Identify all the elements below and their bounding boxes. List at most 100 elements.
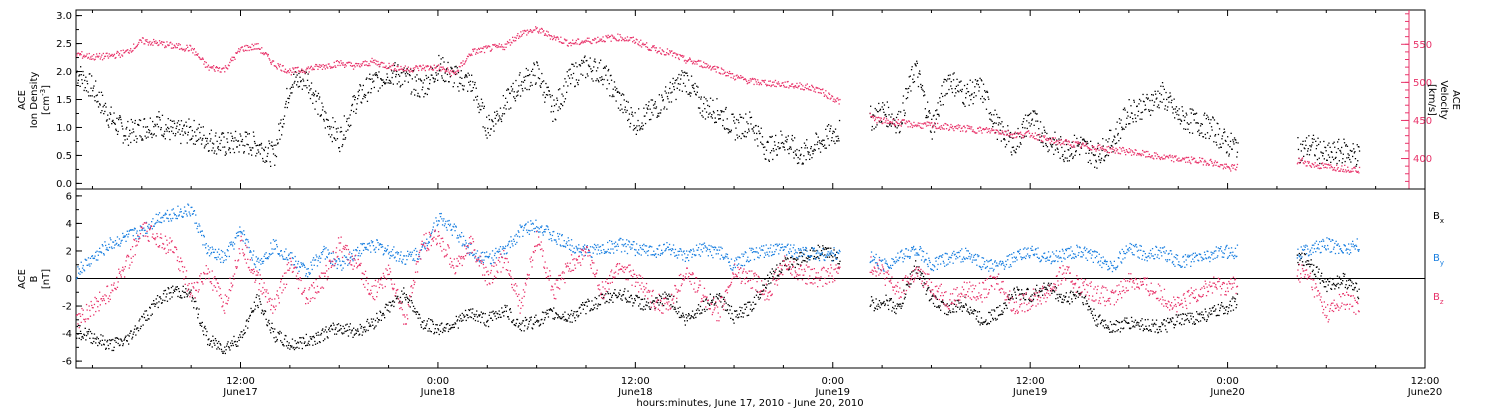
velocity-point	[209, 66, 211, 68]
density-point	[1196, 122, 1198, 124]
density-point	[828, 144, 830, 146]
velocity-point	[78, 52, 80, 55]
density-point	[220, 139, 222, 142]
density-point	[978, 90, 980, 92]
velocity-point	[581, 40, 583, 42]
bx-point	[435, 324, 437, 326]
bx-point	[112, 349, 115, 352]
bx-point	[285, 335, 287, 337]
velocity-point	[966, 124, 968, 127]
velocity-point	[649, 48, 651, 51]
velocity-point	[1161, 156, 1163, 158]
velocity-point	[1033, 135, 1035, 137]
density-point	[1142, 93, 1144, 96]
velocity-point	[560, 41, 563, 44]
bx-point	[795, 259, 798, 262]
bx-point	[895, 312, 897, 315]
density-point	[619, 92, 621, 94]
density-point	[258, 144, 260, 147]
velocity-point	[351, 65, 353, 67]
density-point	[82, 70, 84, 73]
bx-point	[294, 340, 296, 342]
density-point	[1053, 153, 1055, 155]
velocity-point	[1217, 165, 1219, 167]
velocity-point	[195, 51, 197, 53]
velocity-point	[627, 40, 629, 42]
density-point	[514, 97, 516, 100]
density-point	[512, 82, 514, 85]
density-point	[141, 138, 143, 140]
density-point	[1075, 151, 1077, 153]
density-point	[540, 86, 542, 88]
velocity-point	[1101, 146, 1103, 148]
velocity-point	[212, 67, 214, 69]
density-point	[206, 137, 208, 140]
density-point	[612, 94, 614, 96]
density-point	[592, 80, 594, 82]
density-point	[669, 87, 671, 90]
bx-point	[359, 323, 361, 326]
density-point	[209, 133, 211, 135]
bx-point	[576, 310, 579, 313]
density-point	[308, 85, 310, 87]
velocity-point	[1105, 149, 1108, 151]
bx-point	[115, 341, 117, 343]
density-point	[458, 82, 461, 84]
bx-point	[565, 320, 567, 322]
bx-point	[660, 295, 662, 298]
velocity-point	[1165, 155, 1167, 157]
density-point	[1220, 146, 1222, 148]
density-point	[713, 112, 715, 114]
velocity-point	[917, 122, 919, 124]
bx-point	[249, 314, 251, 316]
velocity-point	[779, 85, 781, 87]
bx-point	[222, 352, 224, 354]
velocity-point	[455, 71, 457, 73]
density-point	[927, 101, 929, 103]
density-point	[1145, 108, 1147, 110]
velocity-point	[501, 46, 503, 48]
bx-point	[382, 313, 384, 315]
velocity-point	[1207, 162, 1209, 165]
density-point	[1204, 112, 1206, 114]
bx-point	[672, 305, 674, 308]
bx-point	[199, 322, 201, 324]
density-point	[1191, 132, 1194, 134]
velocity-point	[1172, 157, 1174, 159]
velocity-point	[413, 69, 415, 71]
bx-point	[561, 316, 563, 318]
density-point	[557, 109, 559, 112]
bx-point	[285, 345, 288, 347]
density-point	[652, 114, 654, 116]
bx-point	[890, 298, 892, 300]
density-point	[1015, 152, 1017, 154]
bx-point	[708, 303, 710, 305]
velocity-point	[614, 37, 616, 40]
velocity-point	[327, 67, 329, 69]
density-point	[1351, 150, 1353, 152]
velocity-point	[264, 52, 267, 54]
velocity-point	[472, 50, 475, 52]
velocity-point	[899, 124, 901, 126]
velocity-point	[489, 50, 492, 52]
density-point	[1210, 126, 1213, 128]
velocity-point	[263, 53, 265, 56]
density-point	[579, 64, 581, 66]
velocity-point	[175, 47, 177, 49]
velocity-point	[1066, 140, 1068, 143]
bx-point	[91, 332, 93, 335]
density-point	[214, 150, 216, 152]
density-point	[914, 64, 917, 66]
density-point	[372, 81, 374, 83]
velocity-point	[959, 124, 961, 127]
density-point	[99, 103, 101, 105]
velocity-point	[1006, 134, 1008, 136]
velocity-point	[962, 130, 964, 132]
bx-point	[682, 314, 684, 316]
density-point	[339, 131, 341, 133]
density-point	[149, 117, 151, 119]
velocity-point	[266, 53, 268, 55]
bx-point	[577, 316, 579, 318]
bx-point	[616, 296, 619, 299]
velocity-point	[503, 48, 506, 51]
